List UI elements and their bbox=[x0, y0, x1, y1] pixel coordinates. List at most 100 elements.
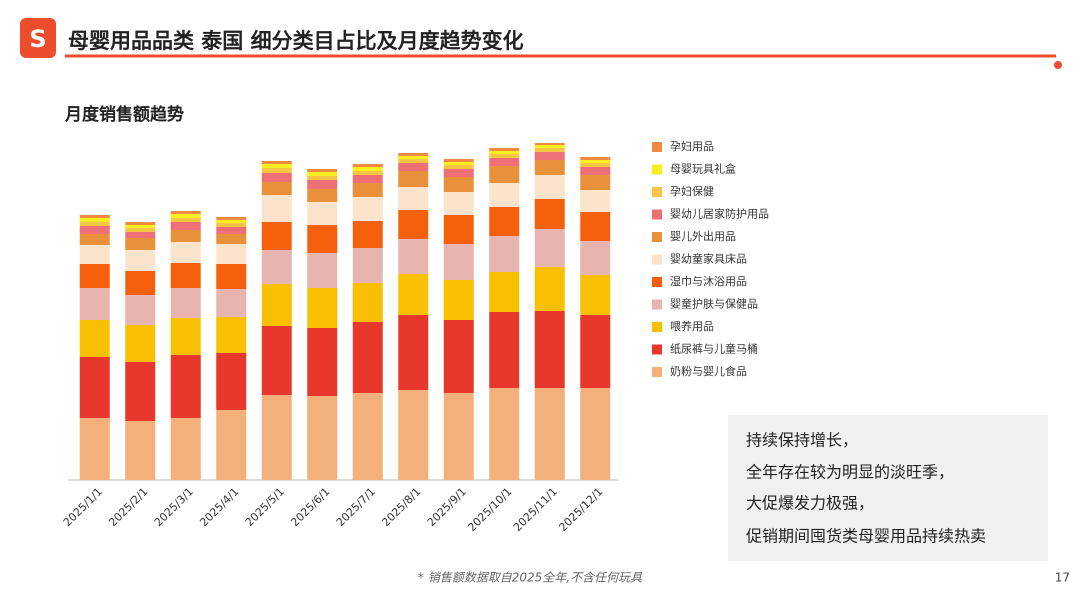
x-tick-label: 2025/2/1 bbox=[106, 485, 150, 529]
bar-segment bbox=[307, 180, 338, 189]
bar-segment bbox=[261, 173, 292, 182]
bar-segment bbox=[307, 225, 338, 253]
bar-segment bbox=[398, 156, 429, 159]
bar-segment bbox=[398, 210, 429, 239]
legend-swatch bbox=[652, 277, 662, 287]
bar-segment bbox=[79, 245, 110, 264]
bar-segment bbox=[261, 168, 292, 173]
legend-label: 婴幼童家具床品 bbox=[670, 252, 747, 266]
bar-segment bbox=[170, 263, 201, 288]
legend-label: 母婴玩具礼盒 bbox=[670, 162, 736, 176]
bar-segment bbox=[216, 227, 247, 234]
bar-segment bbox=[443, 393, 474, 480]
bar-segment bbox=[398, 315, 429, 390]
bar-segment bbox=[79, 418, 110, 480]
legend-swatch bbox=[652, 322, 662, 332]
legend-swatch bbox=[652, 164, 662, 175]
bar-segment bbox=[443, 280, 474, 320]
footnote: * 销售额数据取自2025全年,不含任何玩具 bbox=[418, 571, 643, 585]
bar-segment bbox=[307, 253, 338, 288]
note: 大促爆发力极强， bbox=[746, 494, 874, 513]
legend-label: 婴幼儿居家防护用品 bbox=[670, 207, 769, 221]
x-tick-label: 2025/11/1 bbox=[511, 485, 560, 534]
bar-segment bbox=[352, 393, 383, 480]
bar-segment bbox=[216, 264, 247, 289]
bar-segment bbox=[170, 218, 201, 222]
bar-segment bbox=[307, 202, 338, 225]
bar-segment bbox=[125, 362, 156, 421]
bar-segment bbox=[534, 311, 565, 388]
bar-segment bbox=[261, 161, 292, 164]
legend-swatch bbox=[652, 232, 662, 242]
bar-segment bbox=[125, 421, 156, 480]
bar-segment bbox=[261, 222, 292, 250]
bar-segment bbox=[443, 320, 474, 393]
note: 全年存在较为明显的淡旺季， bbox=[746, 463, 954, 482]
x-tick-label: 2025/6/1 bbox=[288, 485, 332, 529]
bar-segment bbox=[261, 195, 292, 222]
bar-segment bbox=[216, 410, 247, 480]
x-tick-label: 2025/10/1 bbox=[465, 485, 514, 534]
bar-segment bbox=[534, 148, 565, 152]
bar-segment bbox=[489, 236, 520, 272]
title-dot bbox=[1054, 61, 1062, 69]
logo-bg bbox=[20, 18, 56, 58]
bar-segment bbox=[398, 153, 429, 156]
legend-label: 婴儿外出用品 bbox=[670, 229, 736, 243]
bar-segment bbox=[216, 223, 247, 227]
legend-label: 奶粉与婴儿食品 bbox=[670, 364, 747, 378]
bar-segment bbox=[580, 190, 611, 212]
slide-title: 母婴用品品类 泰国 细分类目占比及月度趋势变化 bbox=[68, 29, 524, 53]
bar-segment bbox=[534, 267, 565, 311]
bar-segment bbox=[443, 215, 474, 244]
legend-label: 纸尿裤与儿童马桶 bbox=[670, 342, 758, 356]
bar-segment bbox=[216, 353, 247, 410]
legend-swatch bbox=[652, 209, 662, 220]
legend-label: 孕妇用品 bbox=[670, 140, 714, 153]
bar-segment bbox=[352, 248, 383, 283]
bar-segment bbox=[398, 163, 429, 171]
bar-segment bbox=[125, 222, 156, 225]
bar-segment bbox=[580, 275, 611, 315]
bar-segment bbox=[580, 157, 611, 160]
bar-segment bbox=[534, 152, 565, 160]
bar-segment bbox=[534, 143, 565, 145]
bar-segment bbox=[125, 238, 156, 250]
bar-segment bbox=[398, 274, 429, 315]
x-tick-label: 2025/12/1 bbox=[556, 485, 605, 534]
legend-swatch bbox=[652, 299, 662, 310]
bar-segment bbox=[489, 207, 520, 236]
bar-segment bbox=[534, 175, 565, 199]
bar-segment bbox=[398, 171, 429, 187]
bar-segment bbox=[125, 225, 156, 228]
bar-segment bbox=[398, 239, 429, 274]
bar-segment bbox=[398, 187, 429, 210]
x-tick-label: 2025/8/1 bbox=[379, 485, 423, 529]
bar-segment bbox=[489, 151, 520, 154]
bar-segment bbox=[352, 283, 383, 322]
bar-segment bbox=[125, 228, 156, 232]
bar-segment bbox=[125, 325, 156, 362]
bar-segment bbox=[443, 244, 474, 280]
bar-segment bbox=[352, 167, 383, 171]
bar-segment bbox=[307, 396, 338, 480]
bar-segment bbox=[79, 218, 110, 222]
bar-segment bbox=[580, 167, 611, 175]
x-tick-label: 2025/7/1 bbox=[334, 485, 378, 529]
bar-segment bbox=[307, 176, 338, 180]
bar-segment bbox=[489, 183, 520, 207]
bar-segment bbox=[79, 222, 110, 226]
bar-segment bbox=[443, 162, 474, 165]
bar-segment bbox=[261, 326, 292, 395]
bar-segment bbox=[443, 165, 474, 169]
bar-segment bbox=[79, 320, 110, 357]
bar-segment bbox=[489, 166, 520, 183]
x-tick-label: 2025/3/1 bbox=[152, 485, 196, 529]
bar-segment bbox=[170, 214, 201, 218]
bar-segment bbox=[79, 288, 110, 320]
page-number: 17 bbox=[1055, 571, 1070, 585]
bar-segment bbox=[580, 160, 611, 163]
bar-segment bbox=[216, 220, 247, 223]
bar-segment bbox=[443, 177, 474, 192]
